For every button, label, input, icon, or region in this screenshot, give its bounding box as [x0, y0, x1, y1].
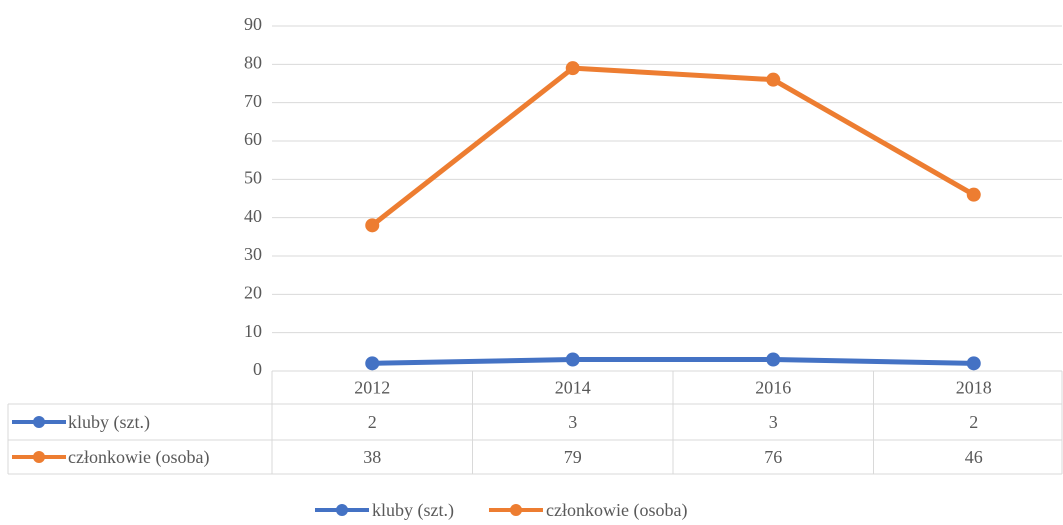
data-point [565, 61, 580, 76]
table-value: 3 [568, 412, 577, 432]
series-line [372, 357, 974, 366]
data-point [365, 356, 380, 371]
data-point [966, 187, 981, 202]
y-tick-label: 10 [244, 321, 262, 341]
x-tick-label: 2012 [354, 378, 390, 398]
table-row-label: członkowie (osoba) [68, 447, 209, 468]
y-tick-label: 40 [244, 206, 262, 226]
x-tick-label: 2018 [956, 378, 992, 398]
y-tick-label: 20 [244, 282, 262, 302]
y-tick-label: 30 [244, 244, 262, 264]
table-value: 46 [965, 447, 983, 467]
table-value: 2 [368, 412, 377, 432]
table-value: 38 [363, 447, 381, 467]
y-tick-label: 60 [244, 129, 262, 149]
table-value: 3 [769, 412, 778, 432]
data-point [766, 352, 781, 367]
y-tick-label: 90 [244, 14, 262, 34]
y-tick-label: 0 [253, 359, 262, 379]
y-tick-label: 50 [244, 167, 262, 187]
x-tick-label: 2016 [755, 378, 791, 398]
table-key-marker [33, 416, 45, 428]
series-line [370, 65, 975, 228]
legend-label: kluby (szt.) [372, 500, 454, 520]
table-value: 79 [564, 447, 582, 467]
table-value: 76 [764, 447, 782, 467]
table-value: 2 [969, 412, 978, 432]
data-point [565, 352, 580, 367]
y-tick-label: 80 [244, 52, 262, 72]
data-point [766, 72, 781, 87]
legend-key-marker [509, 504, 522, 516]
legend-key-marker [336, 504, 348, 516]
legend-label: członkowie (osoba) [546, 500, 687, 520]
table-key-marker [33, 451, 45, 463]
data-point [966, 356, 981, 371]
table-row-label: kluby (szt.) [68, 412, 150, 433]
data-point [365, 218, 380, 233]
x-tick-label: 2014 [555, 378, 591, 398]
y-tick-label: 70 [244, 91, 262, 111]
